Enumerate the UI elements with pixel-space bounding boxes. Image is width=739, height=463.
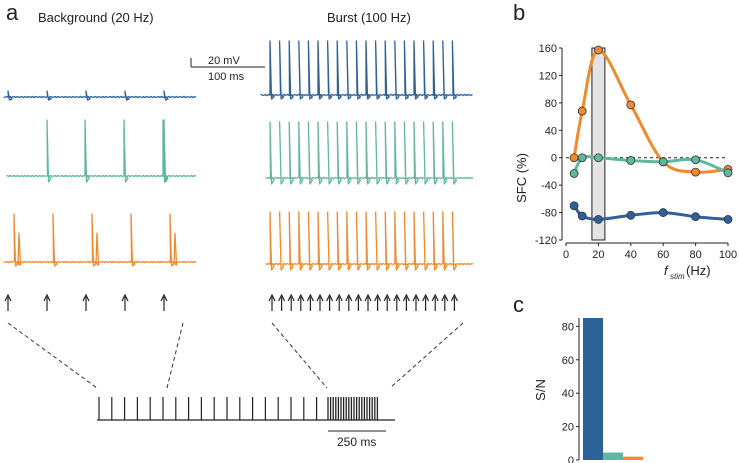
y-tick-label: 60 — [562, 355, 574, 367]
stimulus-arrow-head — [316, 293, 324, 302]
panel-b-label: b — [513, 0, 525, 25]
x-tick-label: 60 — [657, 249, 669, 261]
stimulus-arrow-head — [335, 293, 343, 302]
voltage-trace — [265, 211, 474, 271]
bar-orange — [623, 456, 643, 460]
scale-time-label: 100 ms — [208, 71, 245, 83]
highlight-band — [591, 47, 606, 241]
stimulus-arrow-head — [393, 293, 401, 302]
connector-line — [271, 322, 328, 389]
voltage-trace — [265, 121, 474, 185]
y-tick-label: 40 — [545, 125, 557, 137]
sn-bar-chart: 0 20 40 60 80 — [562, 318, 643, 463]
x-tick-label: 0 — [563, 249, 569, 261]
data-point-teal — [626, 156, 636, 165]
sn-y-axis-label: S/N — [533, 379, 548, 401]
background-title: Background (20 Hz) — [38, 10, 154, 25]
data-point-blue — [691, 212, 700, 222]
voltage-trace — [3, 90, 197, 101]
data-point-blue — [569, 201, 579, 211]
stimulus-arrow-head — [287, 293, 295, 302]
data-point-blue — [577, 211, 587, 221]
stimulus-arrow-head — [82, 293, 90, 302]
x-tick-label: 80 — [689, 249, 701, 261]
connector-line — [166, 322, 184, 389]
data-point-orange — [691, 167, 700, 177]
y-tick-label: 0 — [568, 455, 574, 463]
data-point-teal — [658, 157, 668, 167]
stimulus-arrow-head — [4, 293, 12, 302]
stimulus-arrow-head — [383, 293, 391, 302]
data-point-orange — [594, 45, 603, 55]
voltage-trace — [260, 40, 473, 100]
y-tick-label: 40 — [562, 388, 574, 400]
voltage-trace — [3, 213, 197, 267]
stimulus-arrow-head — [160, 293, 168, 302]
stimulus-train — [97, 397, 395, 421]
data-point-teal — [691, 155, 700, 165]
connector-line — [7, 322, 98, 389]
stimulus-arrow-head — [297, 293, 305, 302]
data-point-orange — [626, 100, 636, 110]
bottom-scale-label: 250 ms — [337, 435, 376, 449]
voltage-traces — [3, 40, 474, 271]
stimulus-arrow-head — [412, 293, 420, 302]
data-point-blue — [594, 215, 603, 224]
sfc-y-axis-label: SFC (%) — [514, 153, 529, 203]
burst-title: Burst (100 Hz) — [327, 10, 411, 25]
stimulus-arrows — [4, 293, 458, 311]
data-point-teal — [577, 153, 587, 163]
data-point-blue — [626, 210, 636, 220]
stimulus-arrow-head — [364, 293, 372, 302]
connector-line — [389, 322, 464, 389]
y-tick-label: 0 — [551, 153, 557, 165]
zoom-connectors — [7, 322, 464, 389]
y-tick-label: -80 — [541, 208, 557, 220]
stimulus-arrow-head — [402, 293, 410, 302]
y-tick-label: 120 — [539, 70, 557, 82]
stimulus-arrow-head — [450, 293, 458, 302]
stimulus-arrow-head — [121, 293, 129, 302]
panel-a-label: a — [6, 0, 19, 25]
x-axis-label-sub: stim — [670, 272, 685, 281]
bar-blue — [583, 318, 603, 460]
stimulus-arrow-head — [278, 293, 286, 302]
data-point-teal — [594, 153, 603, 163]
data-point-teal — [569, 169, 579, 178]
stimulus-arrow-head — [43, 293, 51, 302]
x-tick-label: 40 — [625, 249, 637, 261]
x-axis-label-main: f — [664, 263, 669, 278]
data-point-blue — [723, 215, 733, 224]
stimulus-arrow-head — [431, 293, 439, 302]
x-tick-label: 20 — [592, 249, 604, 261]
data-point-blue — [658, 208, 668, 217]
stimulus-arrow-head — [354, 293, 362, 302]
x-axis-label-unit: (Hz) — [686, 263, 711, 278]
sfc-line-chart: -120 -80 -40 0 40 80 120 160 0 20 40 60 80 100 — [535, 43, 737, 261]
stimulus-arrow-head — [441, 293, 449, 302]
x-tick-label: 100 — [719, 249, 737, 261]
stimulus-arrow-head — [268, 293, 276, 302]
bar-teal — [603, 452, 623, 460]
y-tick-label: -40 — [541, 180, 557, 192]
voltage-trace — [6, 119, 197, 183]
scale-voltage-label: 20 mV — [208, 55, 240, 67]
stimulus-arrow-head — [374, 293, 382, 302]
stimulus-arrow-head — [422, 293, 430, 302]
data-point-orange — [569, 153, 579, 163]
data-point-orange — [577, 106, 587, 116]
y-tick-label: 20 — [562, 422, 574, 434]
y-tick-label: 160 — [539, 43, 557, 55]
stimulus-arrow-head — [345, 293, 353, 302]
y-tick-label: -120 — [535, 235, 557, 247]
panel-c-label: c — [513, 292, 524, 317]
scale-bar: 20 mV 100 ms — [190, 55, 265, 83]
stimulus-arrow-head — [306, 293, 314, 302]
y-tick-label: 80 — [545, 98, 557, 110]
data-point-teal — [723, 168, 733, 178]
stimulus-arrow-head — [326, 293, 334, 302]
y-tick-label: 80 — [562, 321, 574, 333]
